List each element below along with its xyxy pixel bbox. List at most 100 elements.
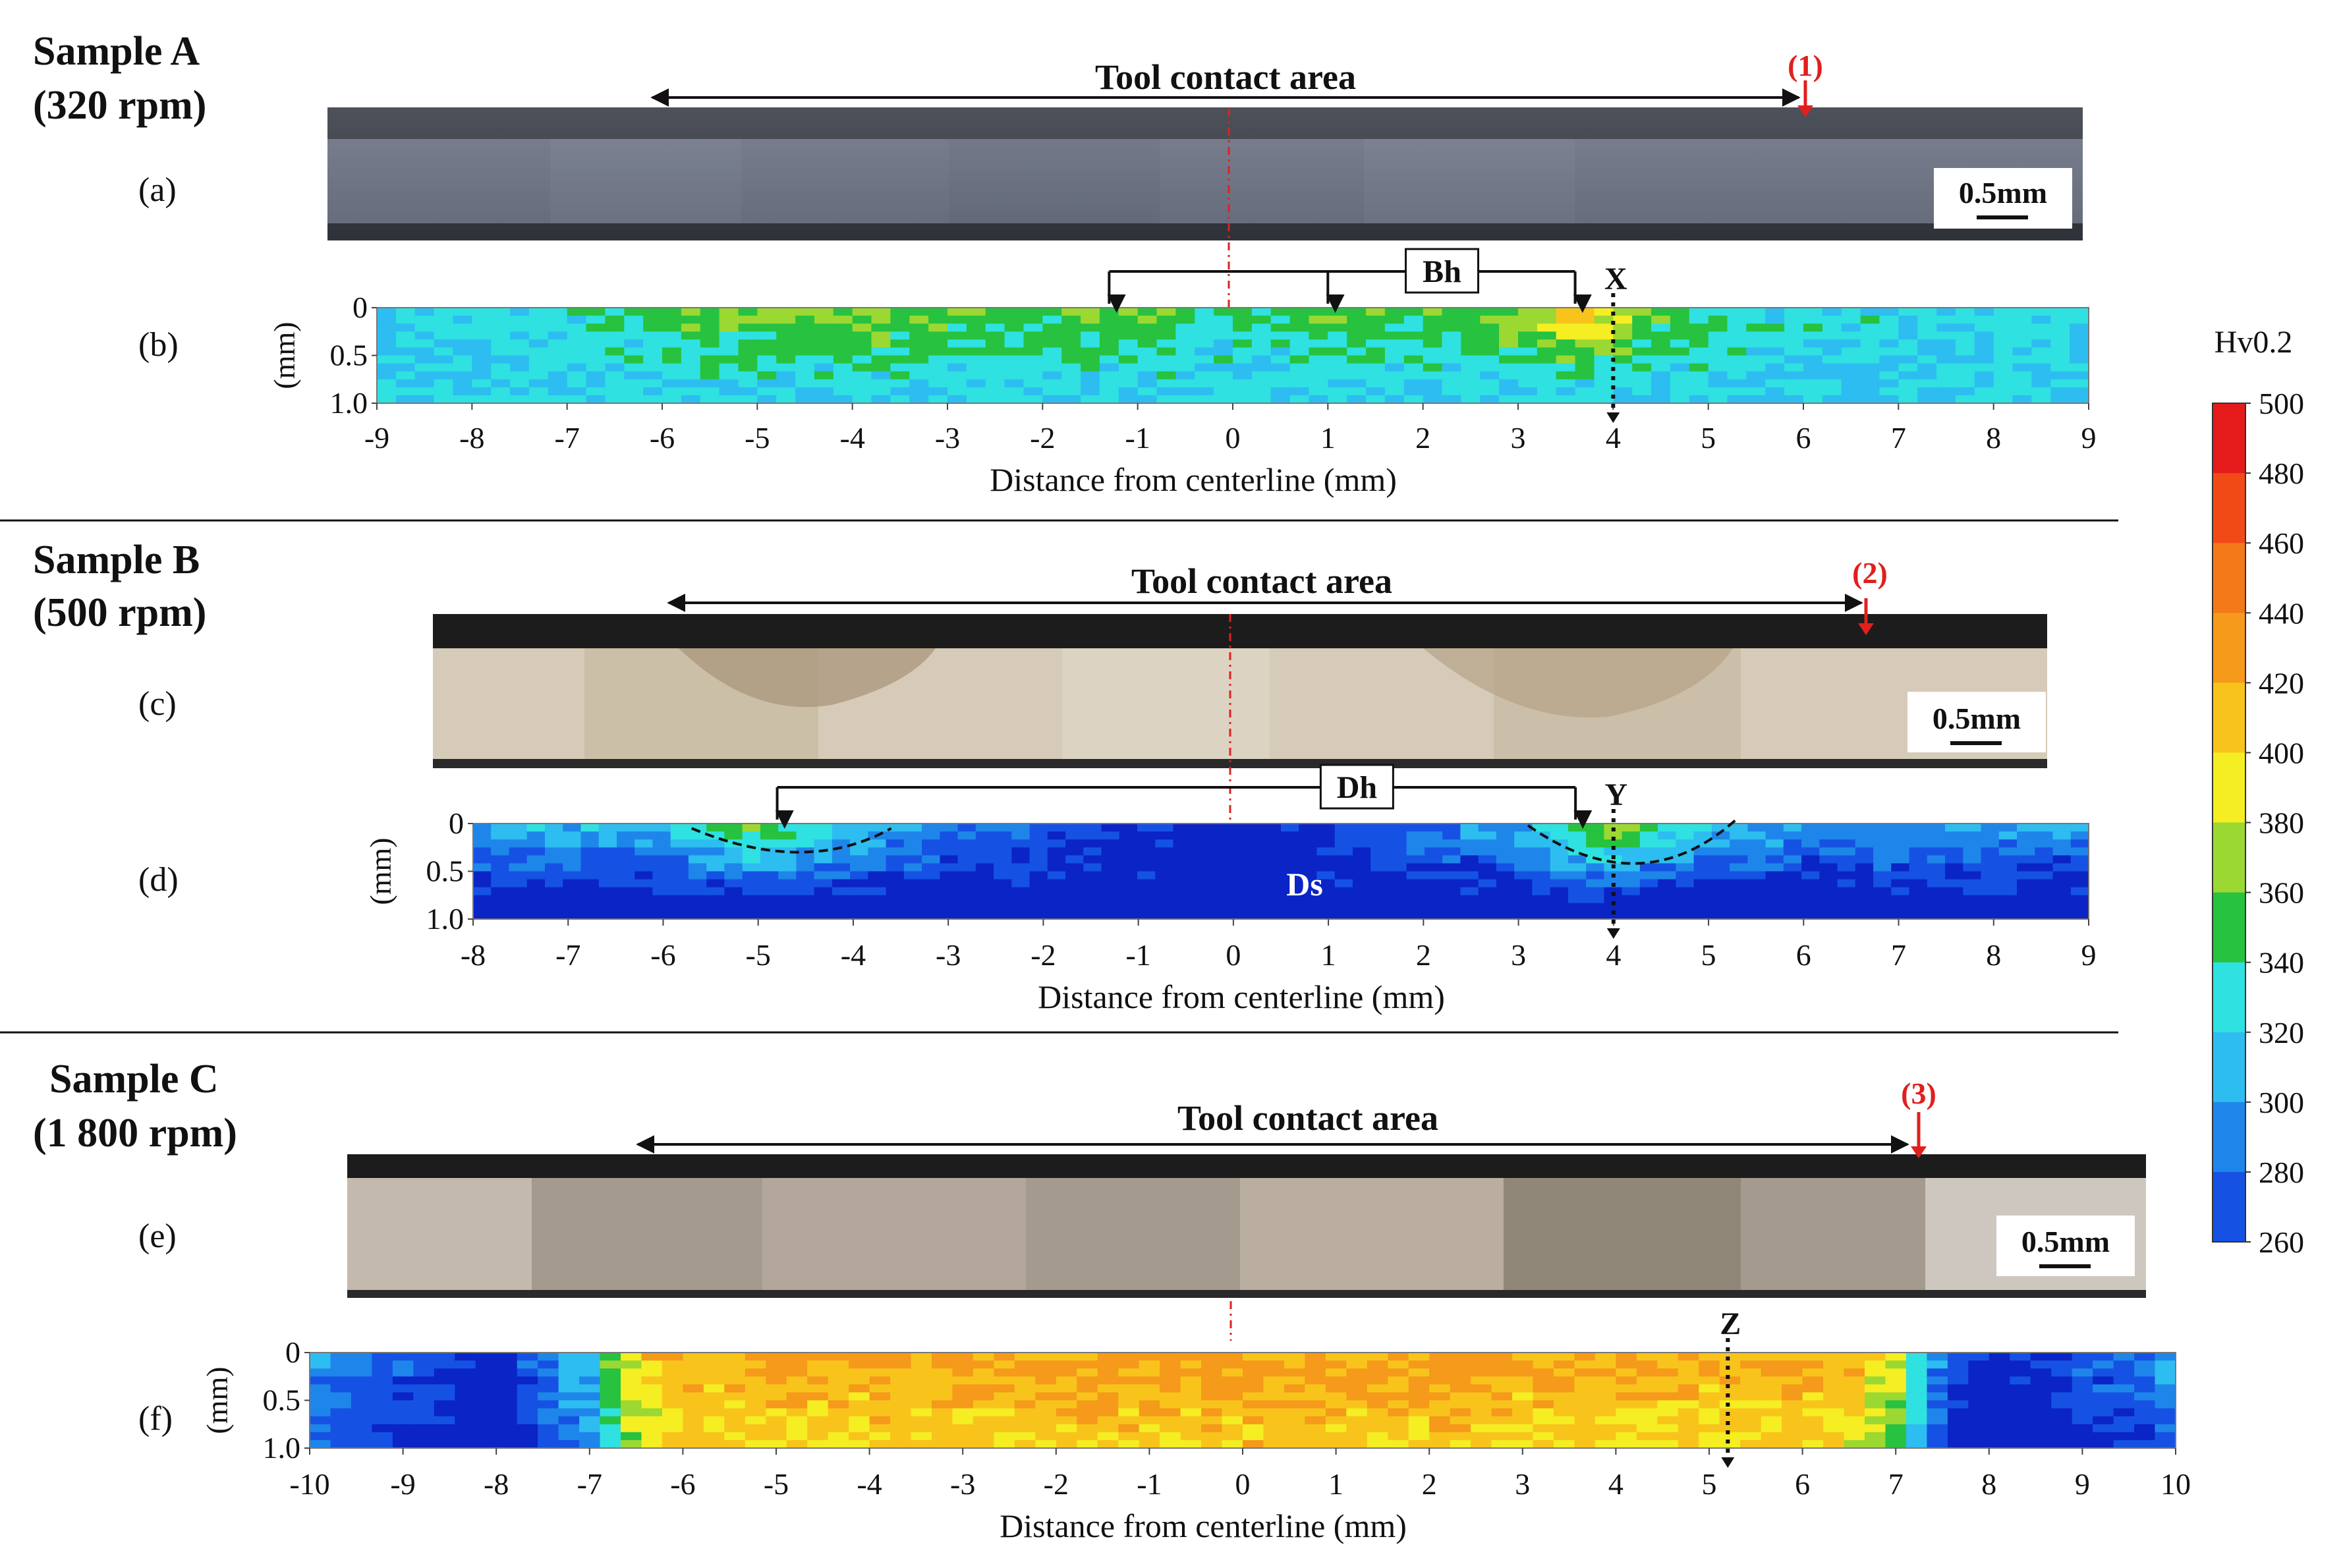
heatmap-cell xyxy=(1747,847,1766,856)
heatmap-cell xyxy=(1968,1432,1990,1441)
heatmap-cell xyxy=(1860,355,1880,364)
heatmap-cell xyxy=(509,871,528,880)
sample-b-title: Sample B xyxy=(33,538,200,582)
heatmap-cell xyxy=(1730,831,1748,840)
heatmap-cell xyxy=(776,316,796,324)
heatmap-cell xyxy=(2010,1392,2031,1401)
heatmap-cell xyxy=(1227,855,1246,864)
heatmap-cell xyxy=(2093,1353,2114,1361)
heatmap-cell xyxy=(1077,1384,1098,1393)
heatmap-cell xyxy=(662,308,682,316)
y-tick-label: 0 xyxy=(285,1335,300,1369)
heatmap-cell xyxy=(869,1376,891,1385)
heatmap-cell xyxy=(600,1368,621,1377)
heatmap-cell xyxy=(1989,1400,2010,1409)
heatmap-cell xyxy=(517,1368,538,1377)
heatmap-cell xyxy=(1927,1392,1948,1401)
heatmap-cell xyxy=(580,863,600,872)
heatmap-cell xyxy=(2070,331,2089,340)
heatmap-cell xyxy=(1478,839,1497,848)
heatmap-cell xyxy=(1651,347,1671,356)
heatmap-cell xyxy=(886,831,905,840)
heatmap-cell xyxy=(1173,887,1192,896)
heatmap-cell xyxy=(1097,1392,1119,1401)
heatmap-cell xyxy=(2113,1368,2135,1377)
heatmap-cell xyxy=(1955,339,1975,348)
heatmap-cell xyxy=(1270,347,1291,356)
heatmap-cell xyxy=(1175,395,1195,404)
heatmap-cell xyxy=(1699,1432,1720,1441)
heatmap-cell xyxy=(2093,1424,2114,1433)
heatmap-cell xyxy=(814,871,833,880)
heatmap-cell xyxy=(1658,824,1676,832)
heatmap-cell xyxy=(548,316,568,324)
heatmap-cell xyxy=(994,1392,1015,1401)
heatmap-cell xyxy=(724,1376,746,1385)
heatmap-cell xyxy=(1056,1416,1077,1425)
heatmap-cell xyxy=(1118,371,1139,380)
heatmap-cell xyxy=(2031,339,2051,348)
heatmap-cell xyxy=(1604,910,1623,920)
heatmap-cell xyxy=(1657,1353,1679,1361)
heatmap-cell xyxy=(760,910,779,920)
heatmap-cell xyxy=(496,1432,518,1441)
heatmap-cell xyxy=(413,1353,435,1361)
heatmap-cell xyxy=(1139,1416,1160,1425)
heatmap-cell xyxy=(1270,395,1291,404)
heatmap-cell xyxy=(1730,863,1748,872)
heatmap-cell xyxy=(1442,879,1461,888)
heatmap-cell xyxy=(1968,1400,1990,1409)
heatmap-cell xyxy=(1533,1384,1554,1393)
heatmap-cell xyxy=(1550,863,1569,872)
heatmap-cell xyxy=(1844,1360,1865,1369)
heatmap-cell xyxy=(1201,1368,1223,1377)
heatmap-cell xyxy=(455,1360,476,1369)
heatmap-cell xyxy=(719,323,739,332)
heatmap-cell xyxy=(1632,363,1652,372)
heatmap-cell xyxy=(1119,863,1138,872)
heatmap-cell xyxy=(1227,903,1246,912)
heatmap-cell xyxy=(2072,1353,2093,1361)
heatmap-cell xyxy=(1334,855,1353,864)
heatmap-cell xyxy=(966,316,986,324)
heatmap-cell xyxy=(472,371,492,380)
heatmap-cell xyxy=(1442,379,1461,388)
heatmap-cell xyxy=(796,871,815,880)
heatmap-cell xyxy=(1263,1368,1285,1377)
heatmap-cell xyxy=(745,1440,766,1449)
heatmap-cell xyxy=(1118,323,1139,332)
heatmap-cell xyxy=(1491,1384,1513,1393)
heatmap-cell xyxy=(814,387,834,396)
heatmap-cell xyxy=(849,1360,870,1369)
heatmap-cell xyxy=(310,1424,331,1433)
heatmap-cell xyxy=(1693,903,1712,912)
heatmap-cell xyxy=(586,371,606,380)
heatmap-cell xyxy=(1023,347,1043,356)
heatmap-cell xyxy=(2012,395,2032,404)
heatmap-cell xyxy=(372,1400,393,1409)
heatmap-cell xyxy=(2052,863,2072,872)
heatmap-cell xyxy=(372,1376,393,1385)
heatmap-cell xyxy=(778,855,797,864)
heatmap-cell xyxy=(814,879,833,888)
heatmap-cell xyxy=(1429,1408,1451,1417)
heatmap-cell xyxy=(351,1400,372,1409)
heatmap-cell xyxy=(796,879,815,888)
heatmap-cell xyxy=(473,847,492,856)
heatmap-cell xyxy=(1556,323,1576,332)
heatmap-cell xyxy=(1209,863,1228,872)
heatmap-cell xyxy=(1281,831,1299,840)
heatmap-cell xyxy=(1765,855,1784,864)
heatmap-cell xyxy=(1471,1392,1492,1401)
heatmap-cell xyxy=(1478,895,1497,904)
heatmap-cell xyxy=(1160,1440,1181,1449)
heatmap-cell xyxy=(973,1424,994,1433)
heatmap-cell xyxy=(413,1408,435,1417)
heatmap-cell xyxy=(567,395,587,404)
heatmap-cell xyxy=(795,387,815,396)
heatmap-cell xyxy=(1693,855,1712,864)
heatmap-cell xyxy=(1442,831,1461,840)
heatmap-cell xyxy=(434,1376,455,1385)
y-tick-label: 0 xyxy=(353,291,368,324)
heatmap-cell xyxy=(310,1400,331,1409)
